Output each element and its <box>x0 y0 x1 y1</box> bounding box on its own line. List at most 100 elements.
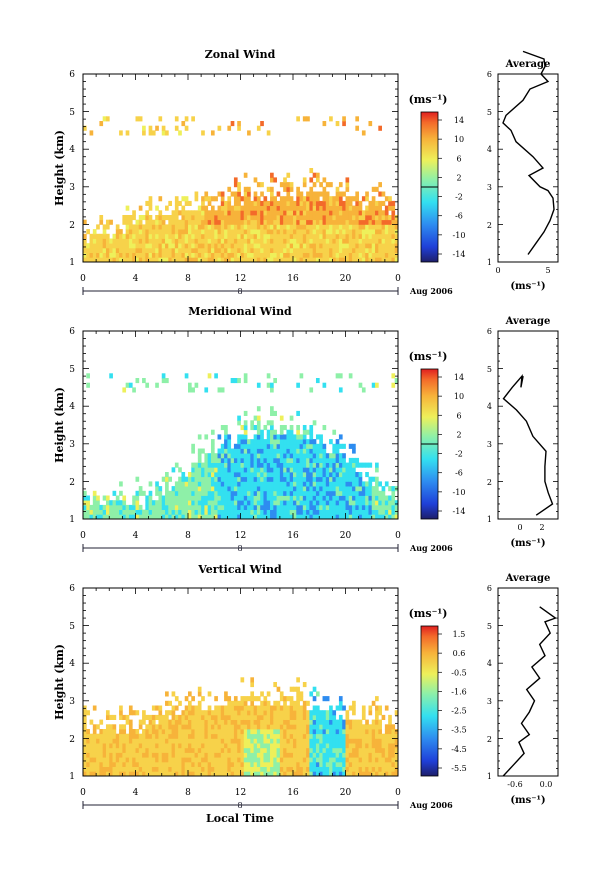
heatmap-cell <box>210 439 215 445</box>
heatmap-cell <box>260 257 264 263</box>
heatmap-cell <box>158 509 163 515</box>
heatmap-cell <box>329 439 333 445</box>
heatmap-cell <box>263 257 268 263</box>
heatmap-cell <box>293 457 297 463</box>
heatmap-cell <box>132 761 136 767</box>
heatmap-cell <box>296 210 300 216</box>
heatmap-cell <box>355 257 360 263</box>
heatmap-cell <box>266 448 271 454</box>
heatmap-cell <box>335 200 340 206</box>
heatmap-cell <box>171 719 176 725</box>
heatmap-cell <box>142 729 146 735</box>
heatmap-cell <box>375 486 379 492</box>
heatmap-cell <box>224 476 228 482</box>
heatmap-cell <box>315 229 320 235</box>
heatmap-cell <box>89 733 94 739</box>
heatmap-cells <box>83 116 399 263</box>
heatmap-cell <box>299 757 304 763</box>
heatmap-cell <box>158 252 163 258</box>
heatmap-cell <box>260 729 264 735</box>
heatmap-cell <box>368 215 373 221</box>
heatmap-cell <box>283 205 287 211</box>
heatmap-cell <box>253 224 258 230</box>
heatmap-cell <box>388 247 392 253</box>
heatmap-cell <box>105 224 110 230</box>
heatmap-cell <box>247 205 251 211</box>
colorbar-label: 1.5 <box>453 630 466 639</box>
heatmap-cell <box>92 243 97 249</box>
heatmap-cell <box>161 215 166 221</box>
heatmap-cell <box>319 724 323 730</box>
heatmap-cell <box>155 752 159 758</box>
heatmap-cell <box>371 252 376 258</box>
heatmap-cell <box>279 509 284 515</box>
heatmap-cell <box>286 504 291 510</box>
heatmap-cell <box>207 238 212 244</box>
heatmap-cell <box>122 752 127 758</box>
heatmap-cell <box>352 700 356 706</box>
heatmap-cell <box>210 467 215 473</box>
heatmap-cell <box>348 738 353 744</box>
heatmap-cell <box>293 462 297 468</box>
heatmap-cell <box>217 233 222 239</box>
heatmap-cell <box>230 219 235 225</box>
heatmap-cell <box>345 196 350 202</box>
heatmap-cell <box>158 757 163 763</box>
heatmap-cell <box>289 467 294 473</box>
colorbar-label: 14 <box>454 373 464 382</box>
heatmap-cell <box>263 481 268 487</box>
heatmap-cell <box>207 210 212 216</box>
heatmap-cell <box>86 509 90 515</box>
heatmap-cell <box>289 490 294 496</box>
heatmap-cell <box>276 448 281 454</box>
heatmap-cell <box>224 434 228 440</box>
heatmap-cell <box>181 771 186 777</box>
heatmap-cell <box>355 243 360 249</box>
heatmap-cell <box>286 434 291 440</box>
heatmap-cell <box>220 724 225 730</box>
heatmap-cell <box>256 233 261 239</box>
heatmap-cell <box>289 229 294 235</box>
heatmap-cell <box>315 224 320 230</box>
heatmap-cell <box>394 771 399 777</box>
heatmap-cell <box>145 215 150 221</box>
heatmap-cell <box>92 747 97 753</box>
heatmap-cell <box>201 490 205 496</box>
heatmap-cell <box>125 247 130 253</box>
heatmap-cell <box>83 490 87 496</box>
heatmap-cell <box>128 382 133 388</box>
heatmap-cell <box>332 205 337 211</box>
heatmap-cell <box>299 205 304 211</box>
heatmap-cell <box>332 490 337 496</box>
heatmap-cell <box>329 738 333 744</box>
heatmap-cell <box>306 462 310 468</box>
heatmap-cell <box>125 229 130 235</box>
heatmap-cell <box>332 733 337 739</box>
heatmap-cell <box>132 509 136 515</box>
heatmap-cell <box>86 504 90 510</box>
heatmap-cell <box>217 724 222 730</box>
heatmap-cell <box>365 738 369 744</box>
heatmap-cell <box>220 733 225 739</box>
heatmap-cell <box>348 733 353 739</box>
heatmap-cell <box>250 710 255 716</box>
heatmap-cell <box>155 747 159 753</box>
heatmap-cell <box>115 243 120 249</box>
x-tick-label: -0.6 <box>507 780 522 789</box>
heatmap-cell <box>184 714 189 720</box>
heatmap-cell <box>247 257 251 263</box>
heatmap-cell <box>345 724 350 730</box>
heatmap-cell <box>171 243 176 249</box>
heatmap-cell <box>155 486 159 492</box>
heatmap-cell <box>142 761 146 767</box>
heatmap-cell <box>247 462 251 468</box>
heatmap-cell <box>352 467 356 473</box>
heatmap-cell <box>214 196 218 202</box>
heatmap-cell <box>286 757 291 763</box>
heatmap-cell <box>204 233 209 239</box>
heatmap-cell <box>342 757 346 763</box>
heatmap-cell <box>306 210 310 216</box>
heatmap-cell <box>233 486 238 492</box>
y-axis-label: Height (km) <box>53 644 66 720</box>
heatmap-cell <box>319 766 323 772</box>
